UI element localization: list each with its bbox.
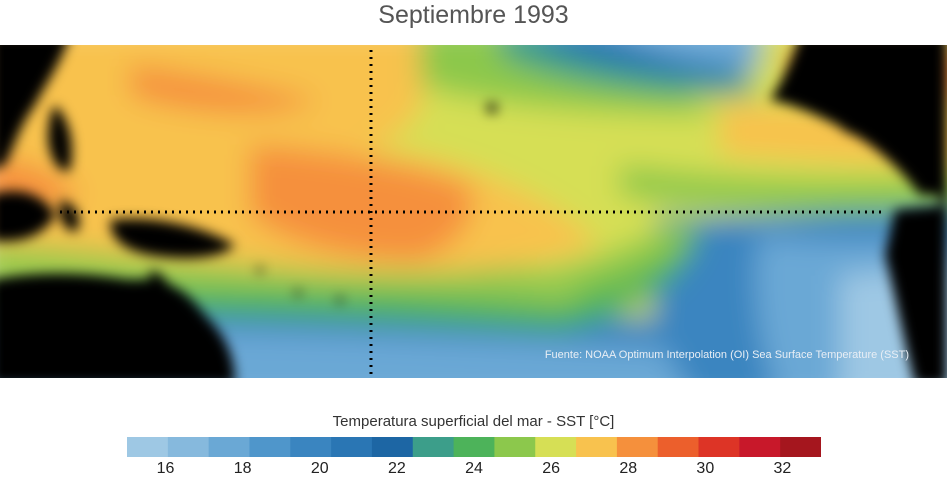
colorbar-segment: [371, 437, 414, 457]
land-central-america: [840, 130, 947, 215]
colorbar-segment: [453, 437, 495, 457]
colorbar-segment: [657, 437, 700, 457]
land-north-australia-cape: [150, 270, 180, 315]
reference-lines: [60, 50, 885, 378]
colorbar: [127, 437, 821, 457]
colorbar-segment: [167, 437, 210, 457]
colorbar-segment: [780, 437, 821, 457]
colorbar-segment: [576, 437, 618, 457]
colorbar-segment: [249, 437, 291, 457]
colorbar-segment: [494, 437, 536, 457]
land-island-1: [295, 290, 301, 296]
colorbar-tick-label: 24: [465, 460, 483, 477]
colorbar-segment: [290, 437, 332, 457]
land-sulawesi: [60, 200, 80, 232]
colorbar-ticks: 16 18 20 22 24 26 28 30 32: [127, 460, 821, 480]
land-hawaii: [487, 103, 497, 113]
land-south-america: [885, 205, 947, 378]
land-masses: [0, 45, 947, 378]
colorbar-segment: [739, 437, 781, 457]
sst-map: [0, 45, 947, 378]
colorbar-segment: [127, 437, 169, 457]
colorbar-tick-label: 20: [310, 460, 329, 477]
colorbar-tick-label: 30: [696, 460, 715, 477]
land-island-2: [337, 297, 343, 303]
land-caribbean: [870, 89, 925, 102]
colorbar-tick-label: 16: [156, 460, 175, 477]
colorbar-tick-label: 18: [233, 460, 252, 477]
colorbar-segment: [698, 437, 740, 457]
source-note: Fuente: NOAA Optimum Interpolation (OI) …: [544, 349, 909, 361]
colorbar-segment: [331, 437, 373, 457]
colorbar-tick-label: 32: [773, 460, 792, 477]
colorbar-segment: [535, 437, 577, 457]
land-philippines: [48, 105, 72, 171]
colorbar-segment: [616, 437, 659, 457]
land-borneo: [0, 191, 55, 242]
land-asia: [0, 45, 67, 167]
map-title: Septiembre 1993: [378, 1, 569, 29]
colorbar-tick-label: 22: [387, 460, 406, 477]
colorbar-title: Temperatura superficial del mar - SST [°…: [332, 413, 615, 430]
colorbar-segment: [412, 437, 455, 457]
land-new-guinea: [110, 218, 235, 258]
colorbar-segment: [208, 437, 250, 457]
land-australia: [0, 273, 235, 378]
land-island-3: [257, 267, 263, 273]
colorbar-tick-label: 26: [542, 460, 560, 477]
colorbar-tick-label: 28: [619, 460, 638, 477]
